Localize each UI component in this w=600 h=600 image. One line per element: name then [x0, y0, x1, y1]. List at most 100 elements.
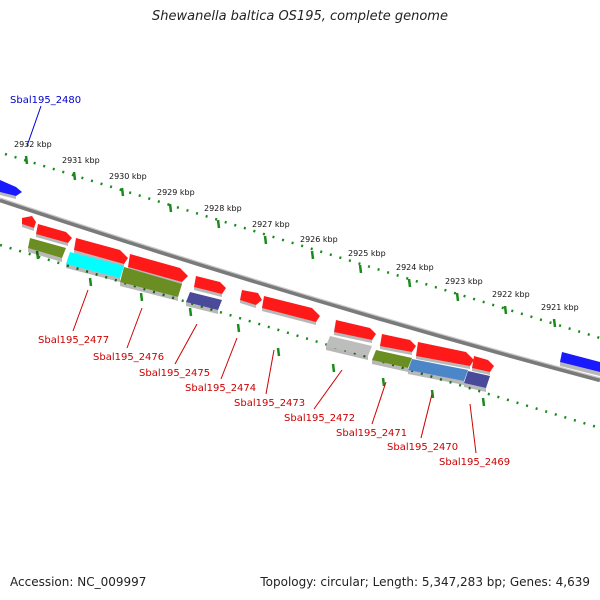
scale-major-tick: [72, 171, 77, 181]
gene-feature: [74, 238, 128, 264]
accession-text: Accession: NC_009997: [10, 575, 147, 589]
gene-feature: [262, 296, 320, 322]
gene-feature-shade: [22, 224, 34, 231]
gene-feature: [128, 254, 188, 282]
scale-tick-label: 2921 kbp: [541, 303, 579, 312]
gene-feature: [472, 356, 494, 372]
gene-feature: [120, 267, 182, 297]
scale-major-tick: [358, 264, 363, 274]
gene-feature: [380, 334, 416, 352]
gene-label[interactable]: Sbal195_2475: [139, 368, 210, 379]
gene-sbal195-2472: [326, 336, 372, 356]
scale-tick-label: 2928 kbp: [204, 204, 242, 213]
major-ticks: [24, 155, 557, 407]
scale-major-tick: [216, 219, 221, 229]
label-leader-line: [220, 337, 238, 380]
scale-tick-label: 2925 kbp: [348, 249, 386, 258]
genome-backbone-highlight: [0, 197, 600, 379]
scale-major-tick: [455, 292, 460, 302]
scale-major-tick: [276, 347, 281, 357]
gene-sbal195-2480: [0, 180, 22, 196]
gene-label[interactable]: Sbal195_2474: [185, 383, 256, 394]
gene-label[interactable]: Sbal195_2470: [387, 442, 458, 453]
scale-major-tick: [120, 187, 125, 197]
gene-feature: [334, 320, 376, 340]
gene-sbal195-2471: [372, 350, 412, 368]
gene-feature-shade: [472, 368, 490, 375]
label-leader-line: [26, 105, 42, 147]
gene-feature-shade: [416, 356, 470, 369]
gene-feature-shade: [240, 300, 256, 308]
scale-major-tick: [24, 155, 29, 165]
scale-major-tick: [188, 307, 193, 317]
scale-major-tick: [407, 278, 412, 288]
scale-tick-label: 2927 kbp: [252, 220, 290, 229]
label-leader-line: [174, 323, 198, 365]
gene-label[interactable]: Sbal195_2469: [439, 457, 510, 468]
gene-feature: [240, 290, 262, 305]
gene-feature: [194, 276, 226, 294]
gene-label[interactable]: Sbal195_2476: [93, 352, 164, 363]
gene-feature-shade: [334, 332, 372, 343]
genome-backbone: [0, 197, 600, 383]
gene-feature-shade: [194, 287, 222, 297]
scale-major-tick: [236, 323, 241, 333]
gene-sbal195-2475: [186, 292, 222, 310]
scale-major-tick: [263, 235, 268, 245]
gene-sbal195-2471-shade: [372, 360, 408, 372]
gene-labels: Sbal195_2480 Sbal195_2477 Sbal195_2476 Sbal…: [10, 95, 510, 468]
map-title: Shewanella baltica OS195, complete genom…: [152, 9, 448, 24]
scale-major-tick: [503, 305, 508, 315]
gene-feature: [22, 216, 36, 228]
gene-feature-shade: [262, 308, 316, 325]
label-leader-line: [126, 307, 143, 349]
scale-tick-label: 2923 kbp: [445, 277, 483, 286]
gene-feature-shade: [74, 250, 124, 267]
gene-sbal195-2477-shade: [28, 248, 62, 262]
scale-major-tick: [88, 277, 93, 287]
label-leader-line: [265, 349, 275, 395]
gene-sbal195-2476: [66, 252, 124, 278]
gene-sbal195-2470-shade: [408, 370, 464, 385]
scale-tick-label: 2931 kbp: [62, 156, 100, 165]
gene-sbal195-2477: [28, 238, 66, 258]
label-leader-line: [72, 289, 89, 332]
label-leader-line: [469, 403, 477, 454]
scale-major-tick: [430, 389, 435, 399]
scale-tick-label: 2930 kbp: [109, 172, 147, 181]
tick-labels: 2932 kbp 2931 kbp 2930 kbp 2929 kbp 2928 kbp…: [14, 140, 579, 312]
genome-stats-text: Topology: circular; Length: 5,347,283 bp…: [260, 575, 590, 589]
scale-tick-label: 2932 kbp: [14, 140, 52, 149]
genes: [0, 180, 600, 392]
gene-label[interactable]: Sbal195_2472: [284, 413, 355, 424]
scale-tick-label: 2924 kbp: [396, 263, 434, 272]
scale-major-tick: [481, 397, 486, 407]
gene-sbal195-2469-shade: [464, 383, 486, 392]
gene-sbal195-2472-shade: [326, 346, 368, 360]
scale-major-tick: [310, 250, 315, 260]
gene-label[interactable]: Sbal195_2480: [10, 95, 81, 106]
gene-feature-shade: [120, 282, 178, 301]
outer-tick-track: [4, 152, 600, 340]
gene-feature: [416, 342, 474, 366]
gene-sbal195-2469: [464, 371, 490, 388]
scale-tick-label: 2926 kbp: [300, 235, 338, 244]
gene-label[interactable]: Sbal195_2471: [336, 428, 407, 439]
scale-major-tick: [381, 377, 386, 387]
gene-sbal195-2470: [408, 359, 468, 381]
scale-major-tick: [139, 292, 144, 302]
gene-label[interactable]: Sbal195_2477: [38, 335, 109, 346]
label-leaders: [26, 105, 477, 454]
scale-major-tick: [331, 363, 336, 373]
gene-sbal195-2476-shade: [66, 264, 120, 282]
gene-feature: [560, 352, 600, 372]
gene-sbal195-2475-shade: [186, 302, 218, 314]
scale-major-tick: [35, 250, 40, 260]
gene-feature: [36, 224, 72, 243]
scale-major-tick: [552, 318, 557, 328]
scale-tick-label: 2929 kbp: [157, 188, 195, 197]
gene-feature-shade: [36, 234, 68, 246]
gene-feature-shade: [380, 346, 412, 355]
gene-label[interactable]: Sbal195_2473: [234, 398, 305, 409]
gene-sbal195-2480-shade: [0, 192, 16, 199]
